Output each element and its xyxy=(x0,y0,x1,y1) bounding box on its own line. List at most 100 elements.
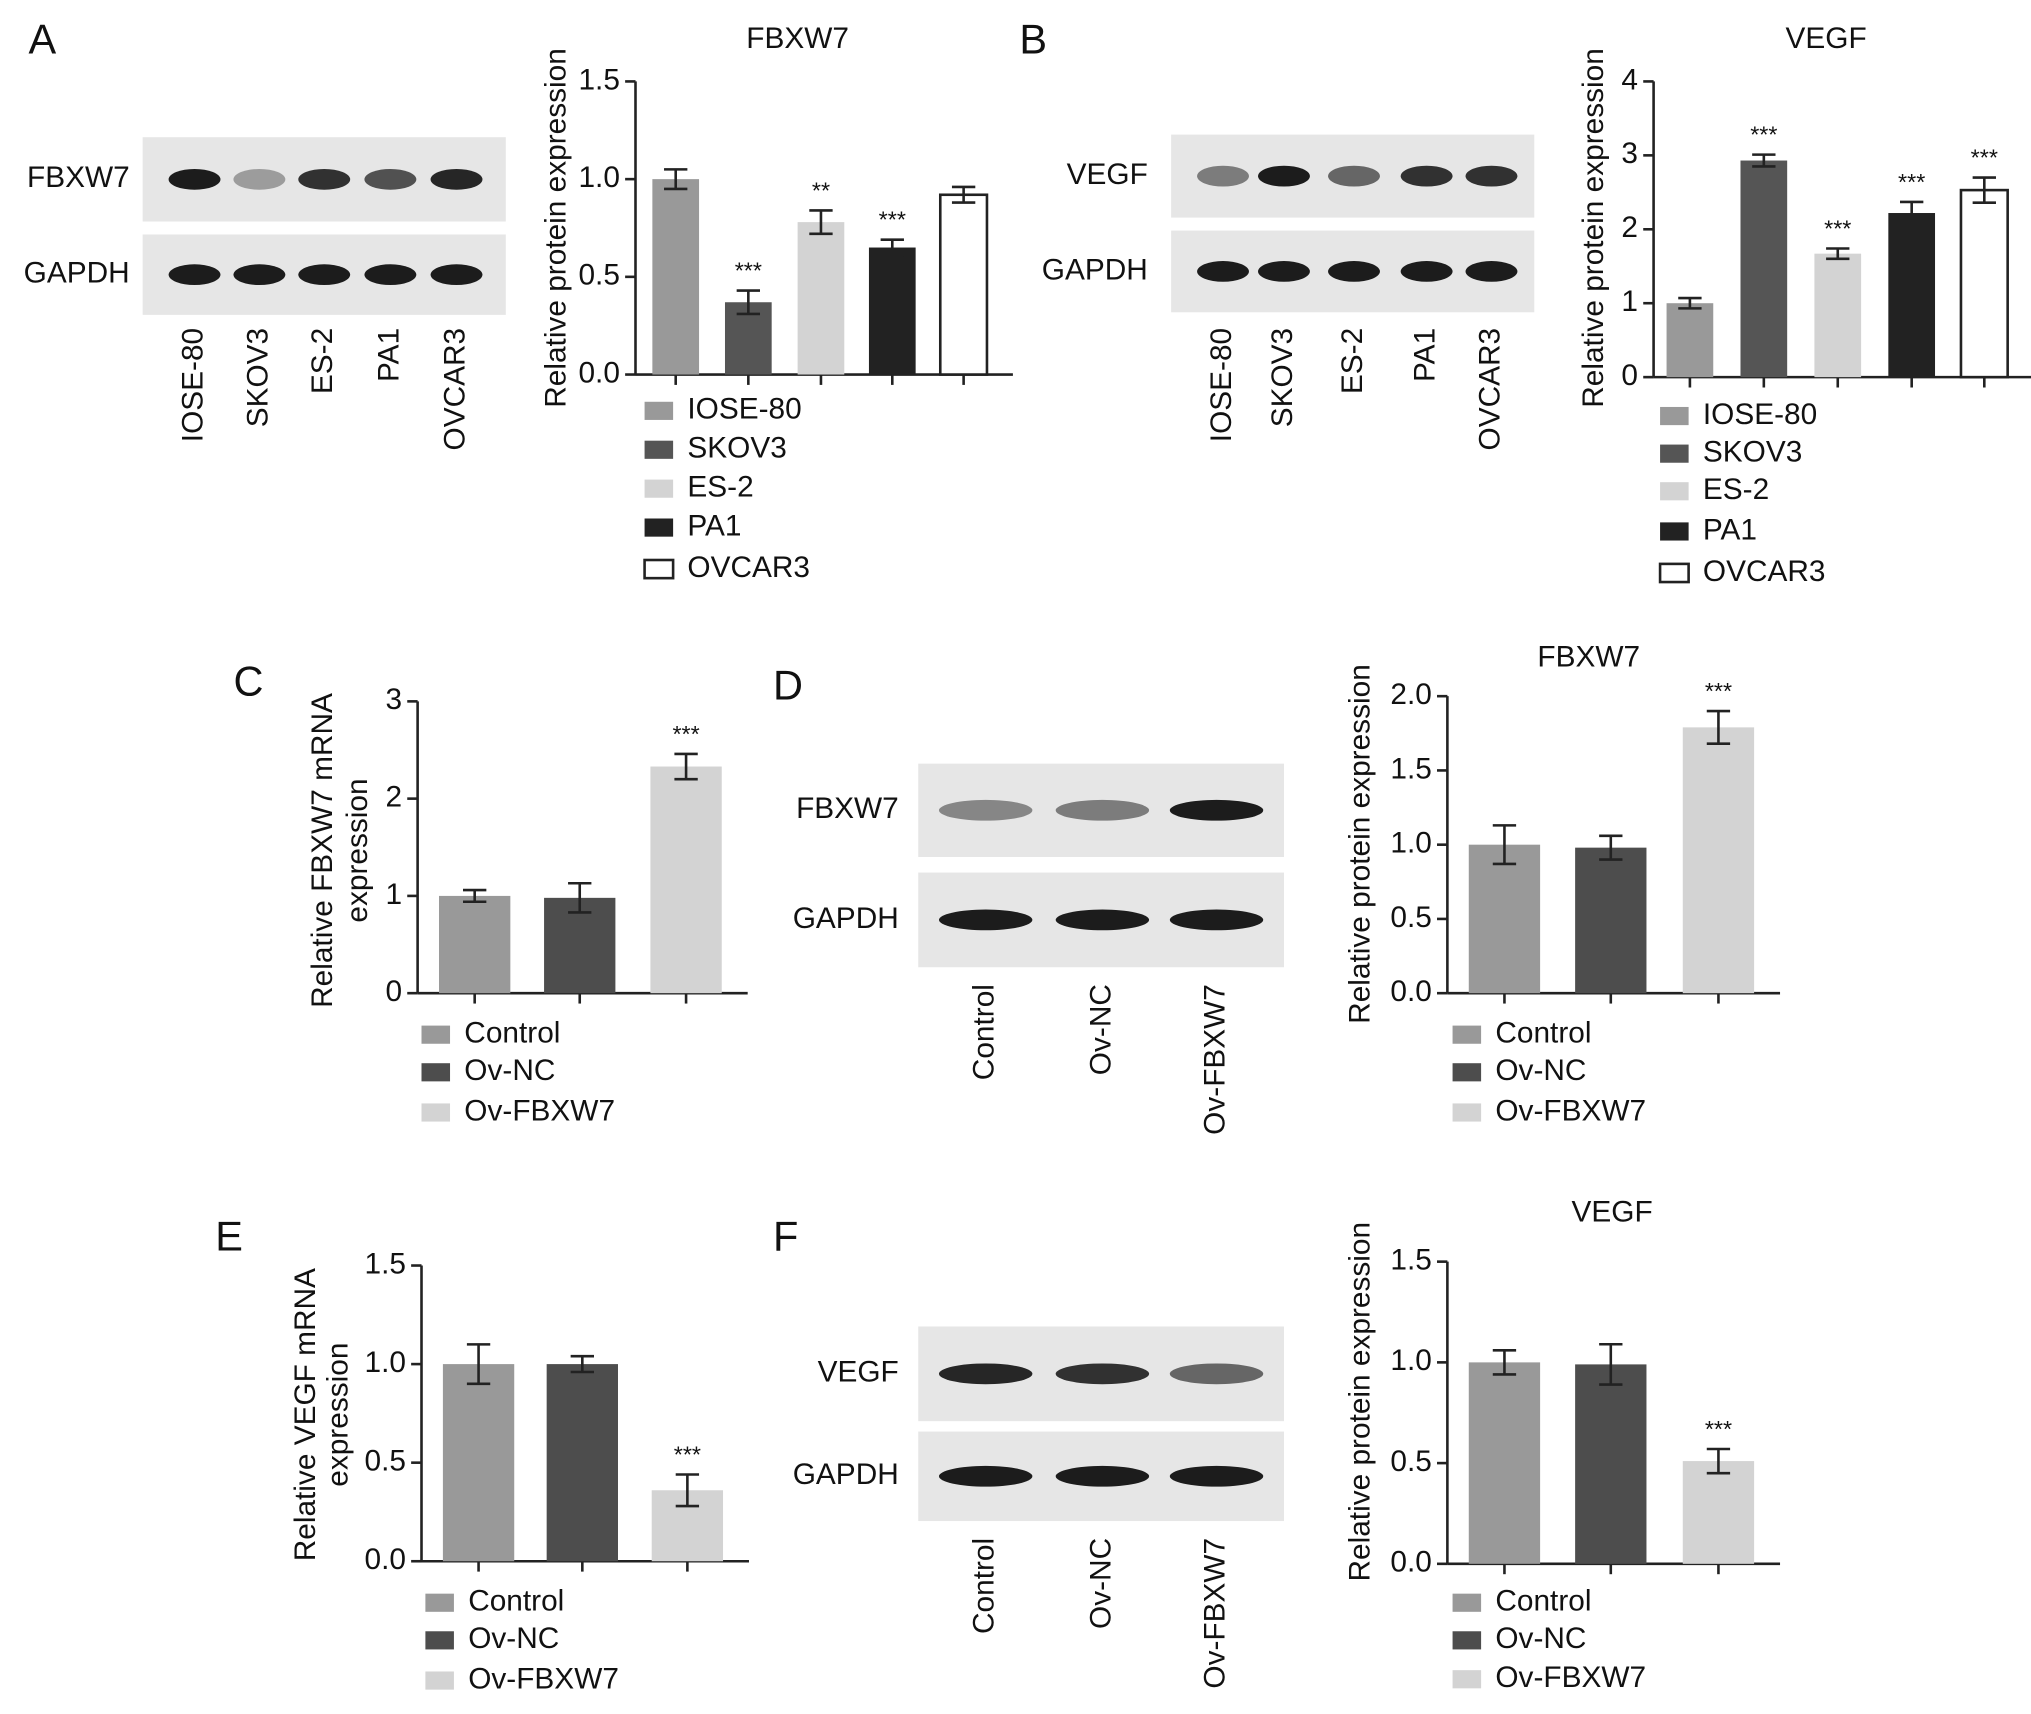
legend-swatch xyxy=(421,1025,451,1044)
blot-band xyxy=(1400,165,1453,187)
legend-label: Control xyxy=(464,1017,560,1050)
chart-title: FBXW7 xyxy=(1537,640,1640,673)
blot-band xyxy=(233,264,286,286)
blot-band xyxy=(168,264,221,286)
blot-band xyxy=(1055,1465,1150,1487)
y-axis-label: Relative protein expression xyxy=(540,48,573,408)
significance: *** xyxy=(672,721,699,747)
blot-band xyxy=(1258,261,1310,282)
significance: *** xyxy=(879,207,906,233)
error-bar xyxy=(809,209,833,236)
blot-row-label: VEGF xyxy=(818,1356,899,1389)
y-tick-label: 1.0 xyxy=(364,1346,405,1379)
legend-swatch xyxy=(643,558,675,580)
legend-swatch xyxy=(1660,482,1689,501)
error-bar xyxy=(1599,1342,1623,1386)
blot-band xyxy=(430,168,483,190)
y-tick-label: 0.0 xyxy=(1390,1546,1431,1579)
legend-swatch xyxy=(1658,562,1690,584)
legend-label: SKOV3 xyxy=(1703,436,1802,469)
significance: ** xyxy=(812,177,830,203)
significance: *** xyxy=(1971,145,1998,171)
y-tick-label: 1.0 xyxy=(1390,1344,1431,1377)
blot-band xyxy=(938,909,1033,931)
bar xyxy=(938,193,989,376)
blot-row-label: GAPDH xyxy=(24,257,130,290)
legend-swatch xyxy=(1660,522,1689,541)
error-bar xyxy=(1752,153,1776,168)
blot-band xyxy=(1258,165,1310,187)
blot-row-label: GAPDH xyxy=(793,902,899,935)
blot-lane-label: Control xyxy=(968,984,1001,1080)
blot-band xyxy=(938,1465,1033,1487)
bar xyxy=(442,1364,515,1562)
panel-label: B xyxy=(1019,15,1047,62)
blot-band xyxy=(1197,261,1249,282)
error-bar xyxy=(664,168,688,191)
legend-label: Ov-NC xyxy=(1495,1054,1586,1087)
legend-label: OVCAR3 xyxy=(1703,555,1826,588)
error-bar xyxy=(1900,200,1924,226)
legend-label: ES-2 xyxy=(687,471,753,504)
bar xyxy=(1682,727,1755,994)
blot-lane-label: Control xyxy=(968,1538,1001,1634)
y-axis-label: expression xyxy=(322,1343,355,1487)
bar xyxy=(1682,1461,1755,1564)
significance: *** xyxy=(1824,216,1851,242)
blot-band xyxy=(938,1363,1033,1385)
error-bar xyxy=(1706,709,1731,745)
bar xyxy=(652,179,700,375)
legend-swatch xyxy=(1452,1670,1482,1689)
legend-label: IOSE-80 xyxy=(687,393,801,426)
panel-label: F xyxy=(773,1213,798,1260)
y-axis-label: Relative protein expression xyxy=(1344,1222,1377,1582)
significance: *** xyxy=(1705,1416,1732,1442)
legend-label: SKOV3 xyxy=(687,432,786,465)
blot-row-label: FBXW7 xyxy=(27,161,130,194)
bar xyxy=(1575,847,1647,994)
y-tick-label: 1.0 xyxy=(578,161,619,194)
blot-band xyxy=(938,799,1033,821)
y-tick-label: 1 xyxy=(1621,285,1638,318)
blot-lane-label: ES-2 xyxy=(306,328,339,394)
bar xyxy=(797,222,845,375)
legend-swatch xyxy=(1452,1063,1482,1082)
bar xyxy=(546,1364,618,1562)
error-bar xyxy=(1599,834,1623,861)
panel-label: D xyxy=(773,661,803,708)
y-tick-label: 0 xyxy=(385,975,402,1008)
blot-band xyxy=(1169,799,1264,821)
legend-label: OVCAR3 xyxy=(687,551,810,584)
blot-row-label: GAPDH xyxy=(1042,253,1148,286)
blot-lane-label: PA1 xyxy=(1409,328,1442,382)
y-tick-label: 1 xyxy=(385,878,402,911)
significance: *** xyxy=(1750,122,1777,148)
blot-lane-label: Ov-NC xyxy=(1084,984,1117,1075)
blot-band xyxy=(364,168,417,190)
error-bar xyxy=(951,185,976,204)
significance: *** xyxy=(1705,678,1732,704)
y-tick-label: 3 xyxy=(385,683,402,716)
blot-band xyxy=(1400,261,1453,282)
legend-label: Ov-FBXW7 xyxy=(1495,1661,1646,1694)
legend-swatch xyxy=(425,1593,454,1612)
error-bar xyxy=(674,752,698,781)
bar xyxy=(1959,188,2009,379)
error-bar xyxy=(1972,176,1996,204)
blot-band xyxy=(233,168,286,190)
y-tick-label: 1.5 xyxy=(1390,1244,1431,1277)
error-bar xyxy=(570,1354,594,1374)
legend-label: ES-2 xyxy=(1703,473,1769,506)
blot-band xyxy=(1055,799,1150,821)
significance: *** xyxy=(674,1442,701,1468)
bar xyxy=(650,766,722,994)
error-bar xyxy=(1826,247,1850,261)
y-tick-label: 1.5 xyxy=(578,63,619,96)
error-bar xyxy=(463,888,487,904)
legend-swatch xyxy=(425,1671,454,1690)
legend-swatch xyxy=(644,479,674,498)
y-axis-label: Relative protein expression xyxy=(1577,48,1610,408)
legend-swatch xyxy=(1660,444,1689,463)
chart-title: VEGF xyxy=(1785,22,1866,55)
